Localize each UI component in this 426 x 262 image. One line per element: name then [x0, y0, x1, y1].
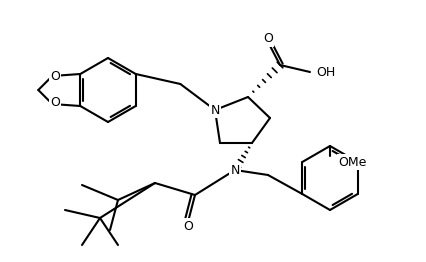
Text: O: O	[50, 70, 60, 84]
Text: N: N	[230, 163, 240, 177]
Text: OH: OH	[316, 66, 335, 79]
Text: O: O	[263, 32, 273, 46]
Text: O: O	[183, 220, 193, 232]
Text: OMe: OMe	[338, 156, 366, 168]
Text: O: O	[50, 96, 60, 110]
Text: N: N	[210, 103, 220, 117]
